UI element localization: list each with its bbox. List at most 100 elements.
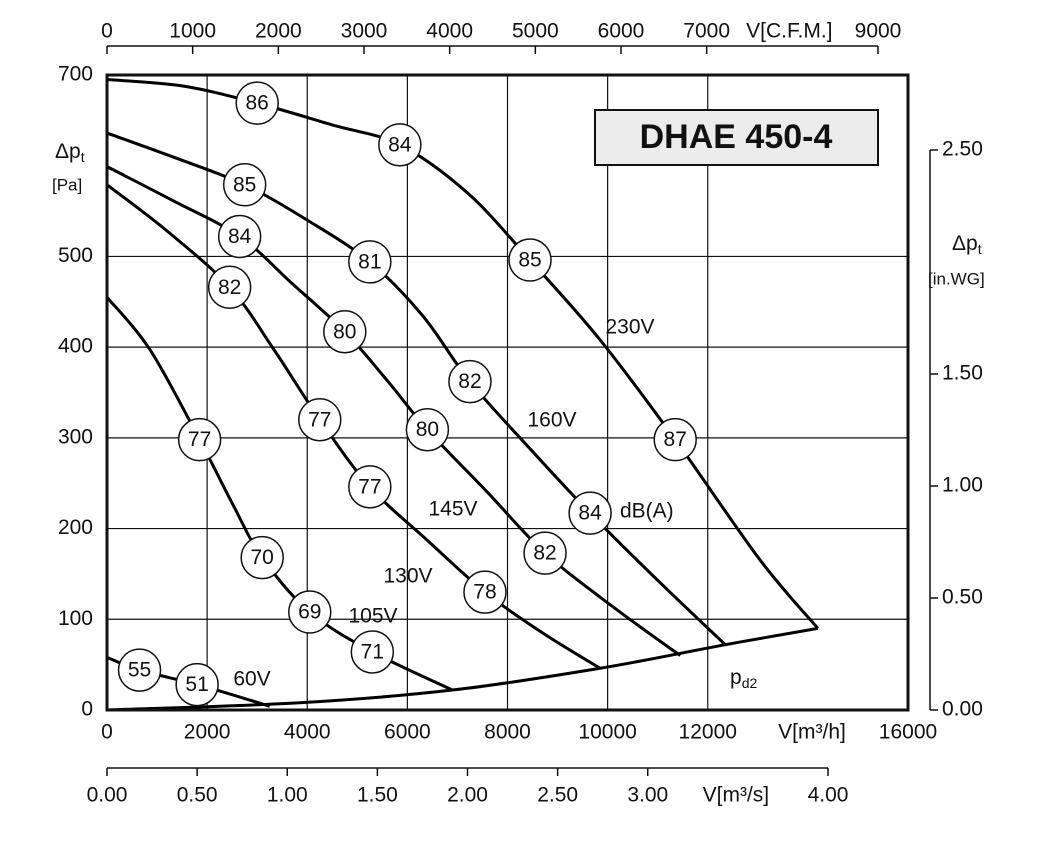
series-label: 145V xyxy=(428,498,477,521)
x2-tick-label: 9000 xyxy=(855,20,902,43)
sound-marker xyxy=(448,359,492,404)
sound-marker xyxy=(177,417,222,462)
series-label: 160V xyxy=(527,409,576,432)
x2-tick-label: 2000 xyxy=(255,20,302,43)
sound-label: 80 xyxy=(333,320,356,343)
series-label: 230V xyxy=(605,316,654,339)
x-tick-label: 6000 xyxy=(384,721,431,744)
y2-axis-title-symbol: Δp xyxy=(952,232,978,255)
x3-tick-label: 2.50 xyxy=(537,784,578,807)
x2-axis-title: V[C.F.M.] xyxy=(746,20,832,43)
y-tick-label: 100 xyxy=(58,607,93,630)
sound-label: 85 xyxy=(233,173,256,196)
sound-marker xyxy=(117,648,162,692)
sound-label: 87 xyxy=(664,428,687,451)
sound-label: 69 xyxy=(298,601,321,624)
x3-tick-label: 4.00 xyxy=(808,784,849,807)
x-tick-label: 12000 xyxy=(679,721,737,744)
y2-tick-label: 0.00 xyxy=(942,698,983,721)
y2-tick-label: 2.50 xyxy=(942,138,983,161)
x2-tick-label: 7000 xyxy=(683,20,730,43)
y-tick-label: 300 xyxy=(58,425,93,448)
y-axis-title-symbol: Δp xyxy=(55,140,81,163)
y2-tick-label: 0.50 xyxy=(942,586,983,609)
x3-tick-label: 2.00 xyxy=(447,784,488,807)
sound-marker xyxy=(323,309,367,354)
y-axis-title-subscript: t xyxy=(81,149,85,165)
y2-axis-title: Δpt xyxy=(952,232,982,257)
x-tick-label: 2000 xyxy=(184,721,231,744)
x-tick-label: 8000 xyxy=(484,721,531,744)
sound-marker xyxy=(235,81,279,125)
sound-label: 78 xyxy=(473,581,496,604)
sound-marker xyxy=(240,535,284,580)
sound-marker xyxy=(175,662,219,707)
sound-label: 84 xyxy=(388,133,412,156)
sound-marker xyxy=(217,214,262,259)
series-label: 60V xyxy=(233,668,270,691)
sound-marker xyxy=(378,123,422,167)
sound-label: 84 xyxy=(228,225,252,248)
y-tick-label: 200 xyxy=(58,516,93,539)
y-tick-label: 700 xyxy=(58,63,93,86)
sound-unit: dB(A) xyxy=(620,500,674,523)
sound-label: 77 xyxy=(308,408,331,431)
labels: 230V 86 84 85 87 160V 85 81 82 84 145V 84 80 80 82 130V… xyxy=(117,81,758,707)
x2-tick-label: 0 xyxy=(101,20,113,43)
sound-label: 84 xyxy=(578,502,602,525)
x3-tick-label: 0.50 xyxy=(177,784,218,807)
x-tick-label: 10000 xyxy=(578,721,636,744)
sound-marker xyxy=(463,570,507,614)
sound-marker xyxy=(348,240,392,284)
sound-label: 77 xyxy=(358,475,381,498)
x-tick-label: 4000 xyxy=(284,721,331,744)
x3-axis-title: V[m³/s] xyxy=(703,784,770,807)
sound-marker xyxy=(523,531,567,575)
sound-marker xyxy=(508,238,552,282)
y-axis-title: Δpt xyxy=(55,140,85,165)
sound-label: 82 xyxy=(458,370,481,393)
sound-label: 80 xyxy=(416,418,439,441)
sound-marker xyxy=(348,465,392,509)
y-tick-label: 0 xyxy=(81,698,93,721)
x3-tick-label: 0.00 xyxy=(87,784,128,807)
plot-frame xyxy=(105,73,910,712)
sound-label: 81 xyxy=(358,250,381,273)
sound-label: 82 xyxy=(533,542,556,565)
sound-marker xyxy=(350,630,395,674)
x2-tick-label: 5000 xyxy=(512,20,559,43)
y-tick-label: 500 xyxy=(58,244,93,267)
sound-marker xyxy=(288,590,332,634)
x-tick-label: 0 xyxy=(101,721,113,744)
y2-axis-unit: [in.WG] xyxy=(928,269,985,288)
x2-tick-label: 3000 xyxy=(341,20,388,43)
x2-tick-label: 1000 xyxy=(169,20,216,43)
axes: 0 2000 4000 6000 8000 10000 12000 16000V[m³/h]0… xyxy=(52,20,985,807)
title-box xyxy=(594,109,879,166)
y2-axis-title-subscript: t xyxy=(978,241,982,257)
series-label: 105V xyxy=(348,605,397,628)
chart-title: DHAE 450-4 xyxy=(640,118,833,156)
y-axis-unit: [Pa] xyxy=(52,175,82,194)
x3-tick-label: 1.50 xyxy=(357,784,398,807)
x2-tick-label: 4000 xyxy=(426,20,473,43)
sound-label: 86 xyxy=(246,92,269,115)
y2-tick-label: 1.00 xyxy=(942,474,983,497)
sound-marker xyxy=(222,163,267,207)
x3-tick-label: 3.00 xyxy=(627,784,668,807)
system-curve-label-subscript: d2 xyxy=(742,675,758,691)
sound-marker xyxy=(568,491,612,535)
sound-label: 55 xyxy=(128,659,151,682)
y-tick-label: 400 xyxy=(58,335,93,358)
sound-marker xyxy=(207,265,252,310)
fan-curve xyxy=(106,183,601,670)
y2-tick-label: 1.50 xyxy=(942,362,983,385)
x-tick-label: 16000 xyxy=(879,721,937,744)
sound-label: 85 xyxy=(518,249,541,272)
sound-marker xyxy=(405,407,450,452)
series-label: 130V xyxy=(383,565,432,588)
sound-label: 82 xyxy=(218,276,241,299)
x2-tick-label: 6000 xyxy=(598,20,645,43)
sound-label: 71 xyxy=(361,640,384,663)
